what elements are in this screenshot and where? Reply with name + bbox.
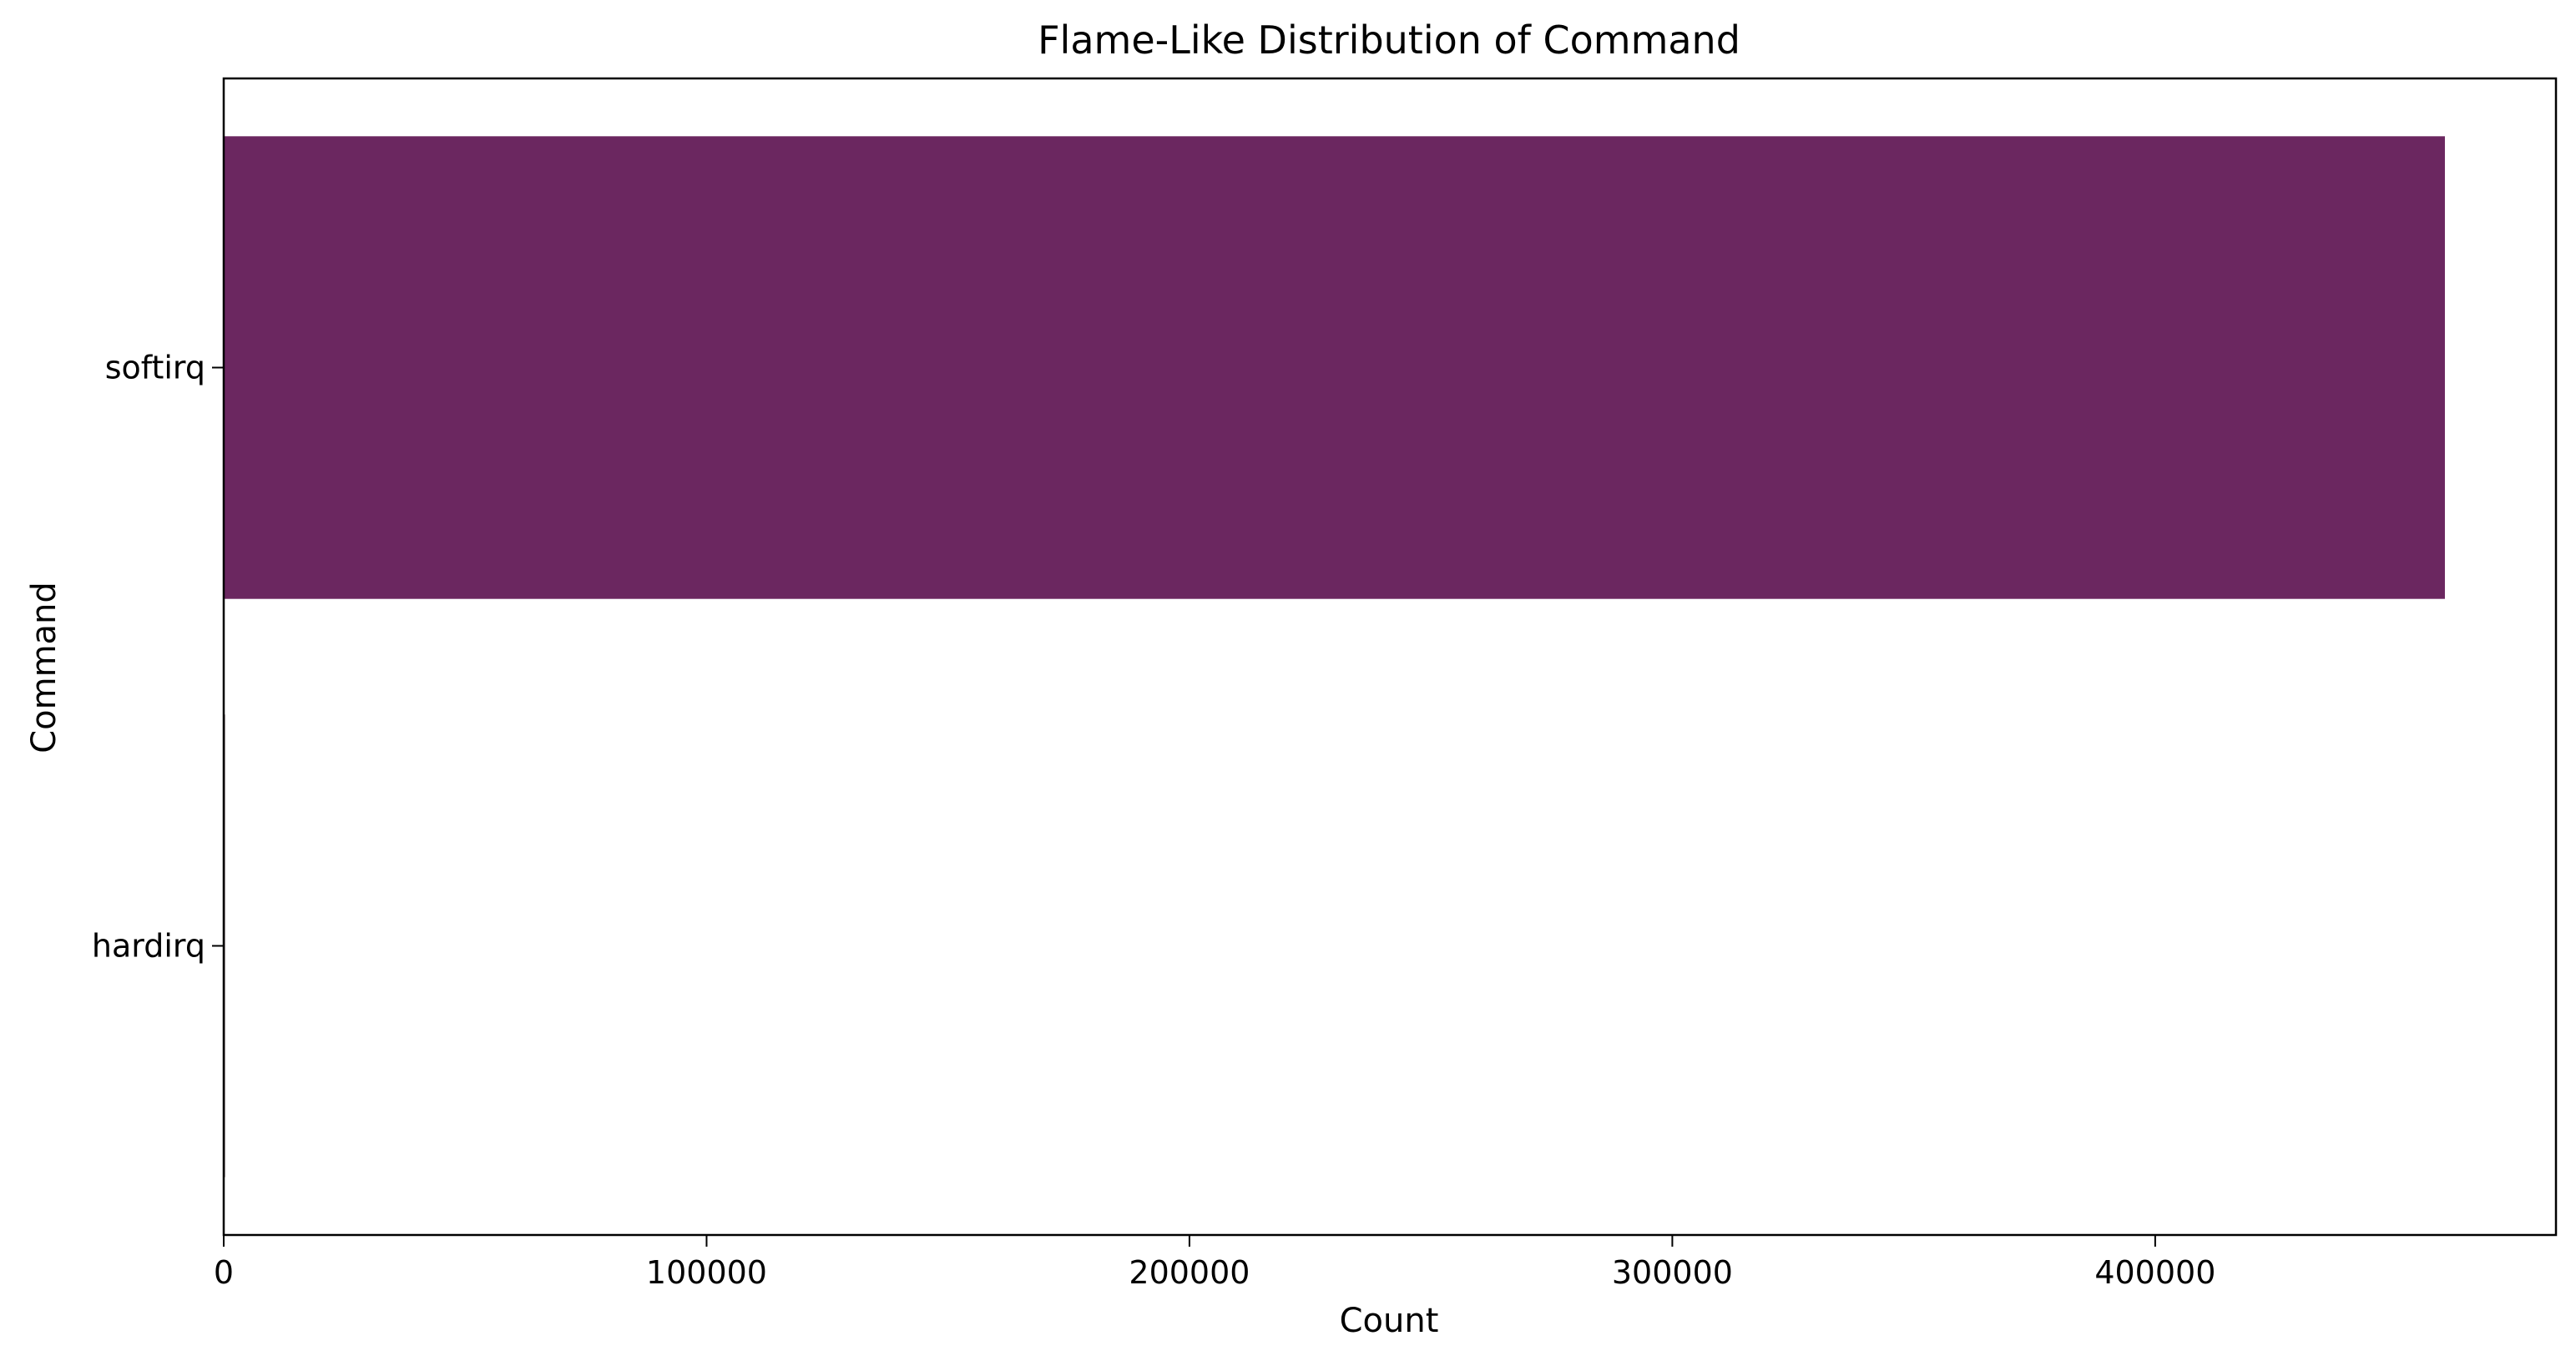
x-tick-label-100000: 100000 (646, 1254, 767, 1291)
bar-softirq (224, 136, 2445, 599)
x-tick-label-200000: 200000 (1129, 1254, 1250, 1291)
x-tick-label-400000: 400000 (2094, 1254, 2215, 1291)
plot-area: softirq hardirq 0 100000 200000 300000 400000 (92, 77, 2558, 1291)
y-tick-label-softirq: softirq (105, 350, 205, 386)
y-axis-title: Command (25, 582, 63, 754)
plot-frame (222, 77, 2558, 1237)
x-axis-title: Count (1340, 1302, 1439, 1340)
x-tick-label-0: 0 (214, 1254, 234, 1291)
y-tick-label-hardirq: hardirq (92, 928, 205, 965)
chart-title: Flame-Like Distribution of Command (1038, 18, 1740, 63)
x-tick-label-300000: 300000 (1612, 1254, 1733, 1291)
